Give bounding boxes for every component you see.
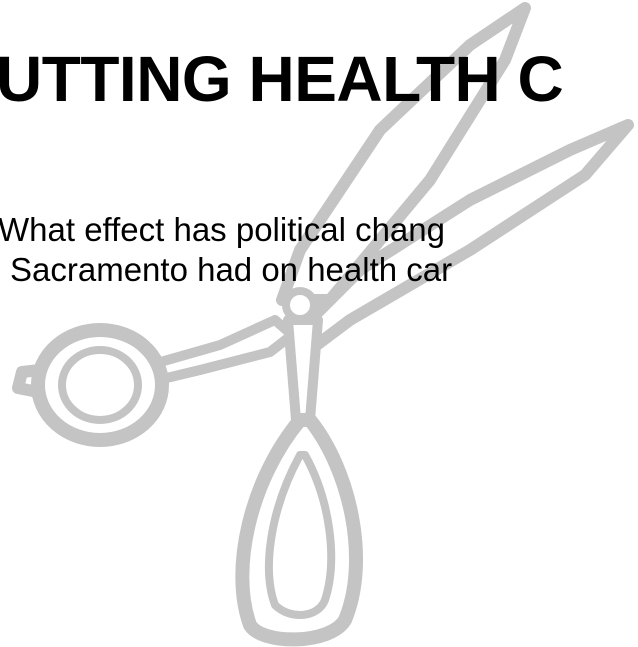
slide: UTTING HEALTH C What effect has politica… (0, 0, 638, 647)
slide-title: UTTING HEALTH C (0, 42, 563, 116)
body-text: Sacramento had on health car (10, 251, 452, 289)
body-text: What effect has political chang (0, 211, 445, 249)
